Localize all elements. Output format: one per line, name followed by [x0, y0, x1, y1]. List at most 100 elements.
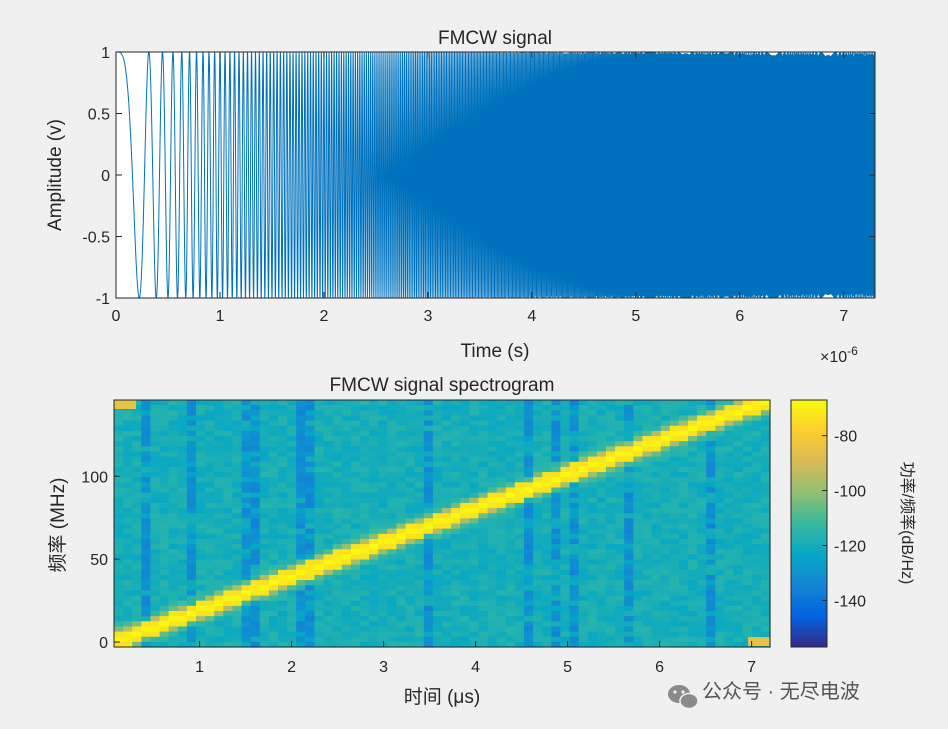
spectrogram-cell [478, 559, 489, 566]
spectrogram-cell [706, 456, 716, 463]
spectrogram-cell [287, 487, 297, 494]
spectrogram-cell [268, 456, 279, 463]
spectrogram-cell [697, 626, 707, 633]
spectrogram-cell [760, 574, 771, 581]
spectrogram-cell [287, 451, 297, 458]
spectrogram-cell [542, 538, 552, 545]
spectrogram-cell [305, 456, 316, 463]
spectrogram-cell [214, 497, 224, 504]
spectrogram-cell [615, 533, 625, 540]
spectrogram-cell [268, 477, 279, 483]
spectrogram-cell [341, 430, 352, 437]
spectrogram-cell [533, 574, 543, 581]
spectrogram-cell [396, 410, 407, 417]
spectrogram-cell [314, 554, 325, 561]
spectrogram-cell [196, 600, 206, 607]
spectrogram-cell [150, 430, 161, 437]
spectrogram-cell [496, 600, 507, 607]
spectrogram-cell [642, 600, 653, 607]
spectrogram-cell [742, 641, 753, 648]
spectrogram-cell [615, 585, 625, 591]
spectrogram-cell [688, 415, 698, 422]
spectrogram-cell [114, 574, 124, 581]
spectrogram-cell [587, 461, 598, 468]
spectrogram-cell [551, 585, 562, 591]
spectrogram-cell [751, 425, 762, 432]
spectrogram-cell [469, 446, 480, 453]
spectrogram-cell [624, 523, 634, 530]
spectrogram-cell [332, 400, 343, 406]
spectrogram-cell [332, 472, 343, 478]
spectrogram-cell [551, 554, 562, 561]
spectrogram-cell [414, 518, 425, 525]
spectrogram-cell [268, 472, 279, 478]
spectrogram-cell [715, 502, 726, 509]
spectrogram-cell [505, 595, 516, 602]
spectrogram-cell [141, 538, 152, 545]
spectrogram-cell [414, 405, 425, 411]
spectrogram-cell [241, 441, 252, 447]
spectrogram-cell [678, 641, 689, 648]
spectrogram-cell [487, 636, 498, 643]
spectrogram-cell [241, 446, 252, 453]
spectrogram-cell [268, 451, 279, 458]
spectrogram-cell [688, 477, 698, 483]
spectrogram-cell [350, 533, 361, 540]
spectrogram-cell [396, 528, 407, 535]
spectrogram-cell [350, 585, 361, 591]
spectrogram-cell [587, 621, 598, 628]
spectrogram-cell [651, 564, 662, 571]
spectrogram-cell [369, 477, 379, 483]
spectrogram-cell [296, 595, 306, 602]
spectrogram-cell [478, 610, 489, 617]
spectrogram-cell [505, 544, 516, 550]
spectrogram-cell [114, 600, 124, 607]
spectrogram-cell [432, 605, 443, 612]
spectrogram-cell [496, 559, 507, 566]
spectrogram-cell [633, 600, 644, 607]
spectrogram-cell [332, 446, 343, 453]
spectrogram-cell [378, 497, 388, 504]
spectrogram-cell [442, 631, 452, 638]
spectrogram-cell [369, 446, 379, 453]
spectrogram-cell [159, 482, 170, 489]
spectrogram-cell [432, 466, 443, 473]
spectrogram-cell [232, 569, 243, 576]
spectrogram-cell [442, 492, 452, 499]
spectrogram-cell [624, 533, 634, 540]
spectrogram-cell [651, 492, 662, 499]
spectrogram-cell [688, 497, 698, 504]
spectrogram-cell [606, 400, 616, 406]
spectrogram-cell [268, 631, 279, 638]
spectrogram-cell [250, 461, 261, 468]
spectrogram-cell [432, 564, 443, 571]
spectrogram-cell [442, 580, 452, 586]
spectrogram-cell [177, 487, 188, 494]
spectrogram-cell [378, 538, 388, 545]
spectrogram-cell [560, 508, 571, 514]
spectrogram-cell [651, 487, 662, 494]
spectrogram-cell [396, 605, 407, 612]
spectrogram-cell [369, 559, 379, 566]
spectrogram-cell [478, 616, 489, 622]
spectrogram-cell [387, 497, 398, 504]
spectrogram-cell [733, 621, 744, 628]
spectrogram-cell [660, 538, 671, 545]
spectrogram-cell [760, 430, 771, 437]
spectrogram-cell [287, 533, 297, 540]
spectrogram-cell [688, 621, 698, 628]
spectrogram-cell [724, 538, 735, 545]
spectrogram-cell [751, 420, 762, 427]
spectrogram-cell [223, 616, 234, 622]
spectrogram-cell [669, 472, 680, 478]
spectrogram-cell [724, 559, 735, 566]
spectrogram-cell [369, 502, 379, 509]
spectrogram-cell [369, 549, 379, 555]
spectrogram-cell [323, 616, 334, 622]
spectrogram-cell [268, 554, 279, 561]
spectrogram-cell [305, 544, 316, 550]
spectrogram-cell [387, 410, 398, 417]
spectrogram-cell [688, 410, 698, 417]
spectrogram-cell [378, 487, 388, 494]
spectrogram-cell [669, 466, 680, 473]
